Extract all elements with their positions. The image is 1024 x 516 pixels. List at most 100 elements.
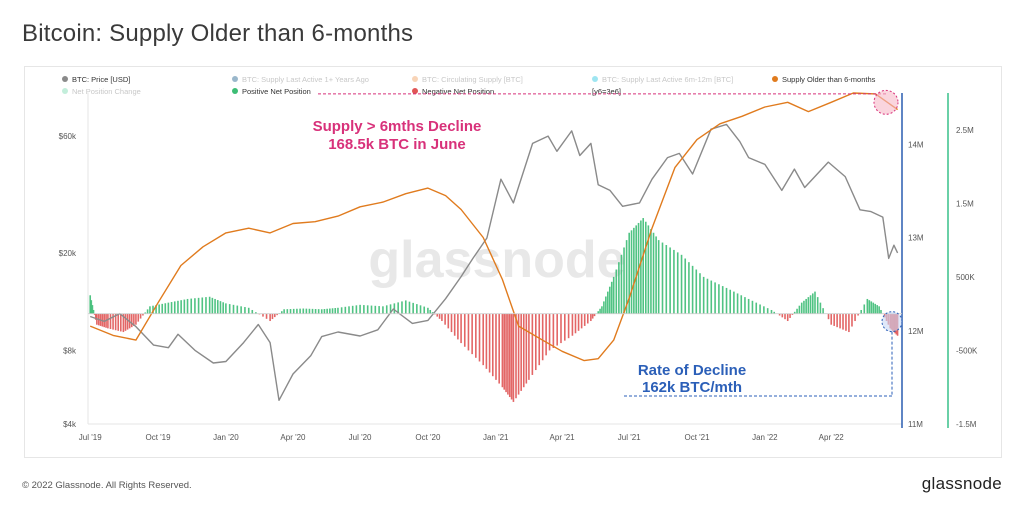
positive-net-bar xyxy=(170,302,173,314)
price-line xyxy=(89,123,899,401)
positive-net-bar xyxy=(605,296,607,314)
negative-net-bar xyxy=(271,313,274,320)
positive-net-bar xyxy=(308,308,311,314)
negative-net-bar xyxy=(520,313,522,391)
legend-row1-item-3[interactable]: BTC: Supply Last Active 6m-12m [BTC] xyxy=(592,75,772,84)
legend-swatch xyxy=(232,76,238,82)
supply-tick-label: 11M xyxy=(908,420,923,429)
positive-net-bar xyxy=(612,276,615,314)
positive-net-bar xyxy=(763,306,765,314)
legend-row2-item-1[interactable]: Positive Net Position xyxy=(232,87,412,96)
positive-net-bar xyxy=(90,300,93,314)
positive-net-bar xyxy=(759,304,761,314)
negative-net-bar xyxy=(583,313,586,326)
negative-net-bar xyxy=(475,313,477,358)
legend-label: Net Position Change xyxy=(72,86,141,96)
negative-net-bar xyxy=(528,313,530,380)
positive-net-bar xyxy=(431,312,434,314)
legend-row1-item-0[interactable]: BTC: Price [USD] xyxy=(62,75,232,84)
negative-net-bar xyxy=(139,313,142,319)
negative-net-bar xyxy=(498,313,500,384)
legend-label: BTC: Circulating Supply [BTC] xyxy=(422,74,523,84)
positive-net-bar xyxy=(699,273,701,314)
positive-net-bar xyxy=(228,304,231,314)
annotation-layer: Supply > 6mths Decline 168.5k BTC in Jun… xyxy=(313,89,903,397)
positive-net-bar xyxy=(599,308,601,314)
positive-net-bar xyxy=(803,300,805,314)
x-tick-label: Oct '20 xyxy=(415,433,441,442)
legend-swatch xyxy=(772,76,778,82)
positive-net-bar xyxy=(180,300,182,314)
positive-net-bar xyxy=(334,308,337,314)
decline-highlight-circle xyxy=(873,89,899,115)
x-tick-label: Oct '21 xyxy=(684,433,710,442)
legend-row2-item-2[interactable]: Negative Net Position xyxy=(412,87,592,96)
legend-row1-item-4[interactable]: Supply Older than 6-months xyxy=(772,75,912,84)
negative-net-bar xyxy=(112,313,114,330)
positive-net-bar xyxy=(744,297,746,314)
legend-swatch xyxy=(592,76,598,82)
negative-net-bar xyxy=(444,313,446,325)
x-tick-label: Jul '21 xyxy=(618,433,641,442)
positive-net-bar xyxy=(625,240,628,314)
positive-net-bar xyxy=(244,307,246,314)
positive-net-bar xyxy=(92,309,95,314)
negative-net-bar xyxy=(522,313,525,388)
positive-net-bar xyxy=(680,254,683,314)
negative-net-bar xyxy=(560,313,562,344)
axes-layer: $60k $20k $8k $4k 14M 13M 12M 11M 2.5M 1.5M 500K -5… xyxy=(59,93,978,442)
negative-net-bar xyxy=(507,313,509,395)
legend-row2-item-0[interactable]: Net Position Change xyxy=(62,87,232,96)
legend-row1-item-2[interactable]: BTC: Circulating Supply [BTC] xyxy=(412,75,592,84)
positive-net-bar xyxy=(665,245,668,314)
positive-net-bar xyxy=(344,306,347,314)
negative-net-bar xyxy=(441,313,443,322)
negative-net-bar xyxy=(114,313,117,331)
negative-net-bar xyxy=(450,313,453,333)
legend-row1-item-1[interactable]: BTC: Supply Last Active 1+ Years Ago xyxy=(232,75,412,84)
positive-net-bar xyxy=(214,298,216,314)
positive-net-bar xyxy=(423,306,426,314)
positive-net-bar xyxy=(736,293,739,314)
chart-legend: BTC: Price [USD] BTC: Supply Last Active … xyxy=(62,73,922,97)
positive-net-bar xyxy=(800,302,803,314)
positive-net-bar xyxy=(320,309,323,314)
negative-net-bar xyxy=(534,313,537,371)
negative-net-bar xyxy=(789,313,791,318)
negative-net-bar xyxy=(103,313,106,328)
positive-net-bar xyxy=(236,305,239,314)
positive-net-bar xyxy=(222,302,224,314)
positive-net-bar xyxy=(673,249,675,314)
negative-net-bar xyxy=(133,313,135,326)
negative-net-bar xyxy=(778,313,781,316)
x-tick-label: Oct '19 xyxy=(145,433,171,442)
positive-net-bar xyxy=(863,304,866,314)
positive-net-bar xyxy=(283,309,285,314)
positive-net-bar xyxy=(355,305,358,314)
legend-label: BTC: Supply Last Active 6m-12m [BTC] xyxy=(602,74,734,84)
positive-net-bar xyxy=(329,308,331,314)
positive-net-bar xyxy=(289,309,292,314)
positive-net-bar xyxy=(201,297,204,314)
positive-net-bar xyxy=(149,306,151,314)
positive-net-bar xyxy=(240,306,242,314)
positive-net-bar xyxy=(177,300,179,314)
positive-net-bar xyxy=(628,232,630,314)
positive-net-bar xyxy=(669,247,671,314)
positive-net-bar xyxy=(603,301,605,314)
legend-label: Negative Net Position xyxy=(422,86,495,96)
positive-net-bar xyxy=(733,291,735,314)
positive-net-bar xyxy=(152,305,154,314)
positive-net-bar xyxy=(866,298,869,314)
positive-net-bar xyxy=(773,311,775,314)
negative-net-bar xyxy=(586,313,589,324)
legend-swatch xyxy=(412,88,418,94)
positive-net-bar xyxy=(146,309,149,314)
positive-net-bar xyxy=(702,276,705,314)
positive-net-bar xyxy=(747,298,750,314)
positive-net-bar xyxy=(302,308,305,314)
legend-row2-item-3[interactable]: [y6=3e6] xyxy=(592,87,742,96)
positive-net-bar xyxy=(608,286,611,314)
positive-net-bar xyxy=(323,309,326,314)
negative-net-bar xyxy=(135,313,137,325)
